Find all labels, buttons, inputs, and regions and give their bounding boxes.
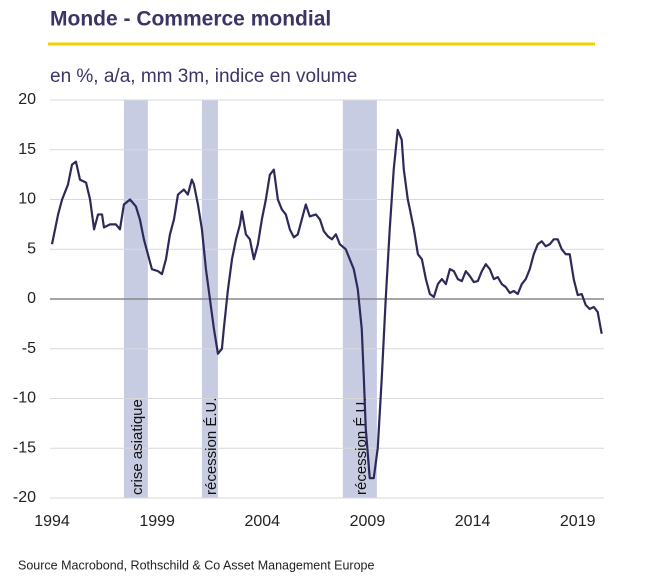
x-tick-label: 1994: [34, 513, 70, 530]
y-tick-label: 0: [27, 290, 36, 307]
chart-title: Monde - Commerce mondial: [50, 8, 331, 31]
period-label: récession É.U.: [203, 397, 220, 495]
y-tick-label: 5: [27, 240, 36, 257]
x-tick-label: 2019: [560, 513, 596, 530]
y-tick-label: 10: [18, 191, 36, 208]
chart-subtitle: en %, a/a, mm 3m, indice en volume: [50, 66, 357, 87]
y-tick-label: -20: [13, 489, 36, 506]
x-tick-label: 2004: [244, 513, 280, 530]
x-tick-label: 2014: [455, 513, 491, 530]
y-tick-label: 20: [18, 91, 36, 108]
y-tick-label: -15: [13, 439, 36, 456]
period-label: crise asiatique: [129, 399, 146, 495]
y-tick-label: -10: [13, 390, 36, 407]
y-tick-label: 15: [18, 141, 36, 158]
y-tick-label: -5: [22, 340, 36, 357]
x-tick-label: 2009: [350, 513, 386, 530]
source-note: Source Macrobond, Rothschild & Co Asset …: [18, 558, 374, 572]
data-line: [50, 128, 603, 480]
x-tick-label: 1999: [139, 513, 175, 530]
